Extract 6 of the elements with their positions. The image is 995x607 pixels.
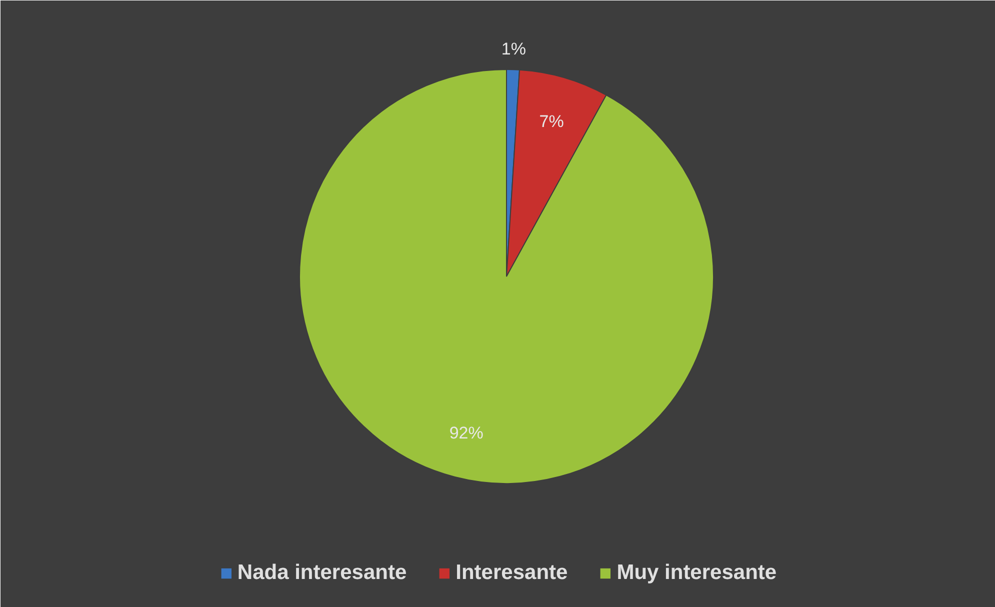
data-label: 92%: [449, 423, 484, 442]
data-label: 7%: [539, 112, 564, 131]
data-label: 1%: [501, 39, 526, 58]
legend-label: Muy interesante: [616, 561, 777, 585]
legend-label: Nada interesante: [237, 561, 407, 585]
legend-label: Interesante: [456, 561, 568, 585]
